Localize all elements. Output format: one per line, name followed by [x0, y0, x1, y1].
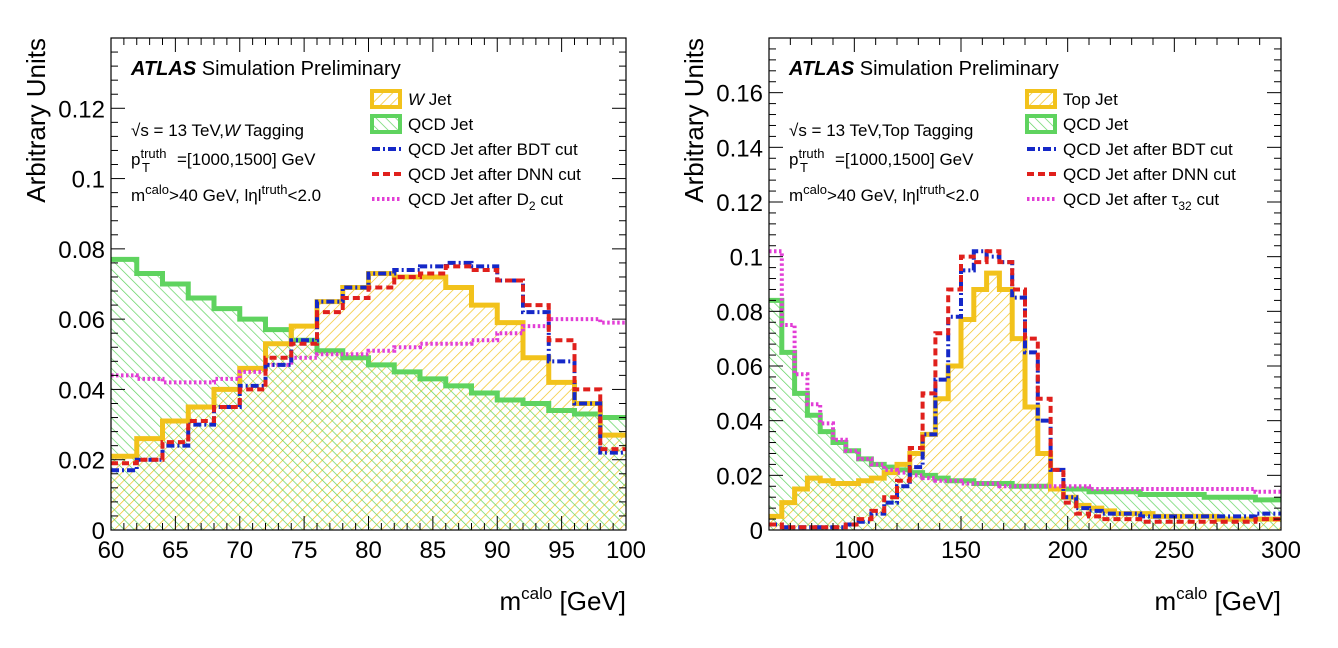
mass-eta-note: mcalo>40 GeV, lηltruth<2.0 — [131, 182, 321, 205]
x-tick-label: 70 — [226, 537, 253, 564]
atlas-label: ATLAS Simulation Preliminary — [788, 58, 1059, 80]
series-bdt-line — [111, 260, 626, 473]
y-tick-label: 0 — [750, 518, 763, 545]
legend-label-shape: QCD Jet after D2 cut — [408, 190, 563, 213]
y-tick-label: 0.14 — [716, 135, 763, 162]
plot-area — [769, 249, 1281, 530]
series-qcd-line — [111, 256, 626, 421]
x-tick-label: 100 — [606, 537, 646, 564]
legend-label-signal: Top Jet — [1063, 90, 1118, 109]
y-tick-label: 0.04 — [58, 377, 105, 404]
legend-label-shape: QCD Jet after τ32 cut — [1063, 190, 1219, 213]
y-tick-label: 0.08 — [716, 299, 763, 326]
energy-tagging-note: √s = 13 TeV,W Tagging — [131, 121, 304, 140]
x-tick-label: 85 — [420, 537, 447, 564]
y-tick-label: 0.08 — [58, 237, 105, 264]
series-qcd-fill — [111, 259, 626, 530]
y-tick-label: 0.1 — [730, 245, 763, 272]
x-axis-title: mcalo [GeV] — [499, 584, 626, 616]
legend-label-bdt: QCD Jet after BDT cut — [408, 140, 578, 159]
x-tick-label: 200 — [1048, 537, 1088, 564]
y-tick-label: 0 — [92, 518, 105, 545]
atlas-label: ATLAS Simulation Preliminary — [130, 58, 401, 80]
series-dnn-line — [111, 264, 626, 466]
y-tick-label: 0.02 — [58, 448, 105, 475]
y-tick-label: 0.04 — [716, 409, 763, 436]
legend-swatch-signal — [370, 89, 402, 109]
series-shape-line — [111, 317, 626, 385]
y-tick-label: 0.1 — [72, 167, 105, 194]
x-tick-label: 75 — [291, 537, 318, 564]
legend-label-qcd: QCD Jet — [408, 115, 473, 134]
x-tick-label: 90 — [484, 537, 511, 564]
pt-range-note: ptruth T =[1000,1500] GeV — [131, 146, 316, 175]
y-tick-label: 0.12 — [716, 190, 763, 217]
series-bdt-line — [769, 249, 1281, 530]
x-axis-title: mcalo [GeV] — [1154, 584, 1281, 616]
series-signal-line — [769, 270, 1281, 522]
y-tick-label: 0.02 — [716, 463, 763, 490]
x-tick-label: 60 — [98, 537, 125, 564]
histogram-svg: 60 65 70 75 80 85 90 95 100 0 0.02 0.04 0.06 0.08 0.1 0… — [21, 37, 646, 616]
x-tick-label: 80 — [355, 537, 382, 564]
chart-panel-w-tagging: 60 65 70 75 80 85 90 95 100 0 0.02 0.04 0.06 0.08 0.1 0… — [21, 37, 646, 616]
legend-swatch-qcd — [1025, 114, 1057, 134]
y-axis-title: Arbitrary Units — [679, 38, 709, 203]
legend-swatch-qcd — [370, 114, 402, 134]
x-tick-label: 95 — [548, 537, 575, 564]
x-tick-label: 65 — [162, 537, 189, 564]
x-tick-label: 100 — [834, 537, 874, 564]
x-tick-label: 250 — [1154, 537, 1194, 564]
plot-area — [111, 256, 626, 530]
legend-label-qcd: QCD Jet — [1063, 115, 1128, 134]
chart-panel-top-tagging: 100 150 200 250 300 0 0.02 0.04 0.06 0.08 0.1 0.12 0… — [669, 0, 1338, 648]
mass-eta-note: mcalo>40 GeV, lηltruth<2.0 — [789, 182, 979, 205]
y-tick-label: 0.16 — [716, 81, 763, 108]
legend-label-dnn: QCD Jet after DNN cut — [408, 165, 581, 184]
legend-label-signal: W Jet — [408, 90, 452, 109]
legend-label-bdt: QCD Jet after BDT cut — [1063, 140, 1233, 159]
y-tick-label: 0.12 — [58, 96, 105, 123]
legend-swatch-signal — [1025, 89, 1057, 109]
series-shape-line — [769, 249, 1281, 494]
y-tick-label: 0.06 — [716, 354, 763, 381]
x-tick-label: 150 — [941, 537, 981, 564]
x-tick-label: 300 — [1261, 537, 1301, 564]
pt-range-note: ptruth T =[1000,1500] GeV — [789, 146, 974, 175]
series-dnn-line — [769, 249, 1281, 530]
histogram-svg: 100 150 200 250 300 0 0.02 0.04 0.06 0.08 0.1 0.12 0… — [679, 37, 1301, 616]
energy-tagging-note: √s = 13 TeV,Top Tagging — [789, 121, 973, 140]
y-tick-label: 0.06 — [58, 307, 105, 334]
legend-label-dnn: QCD Jet after DNN cut — [1063, 165, 1236, 184]
y-axis-title: Arbitrary Units — [21, 38, 51, 203]
